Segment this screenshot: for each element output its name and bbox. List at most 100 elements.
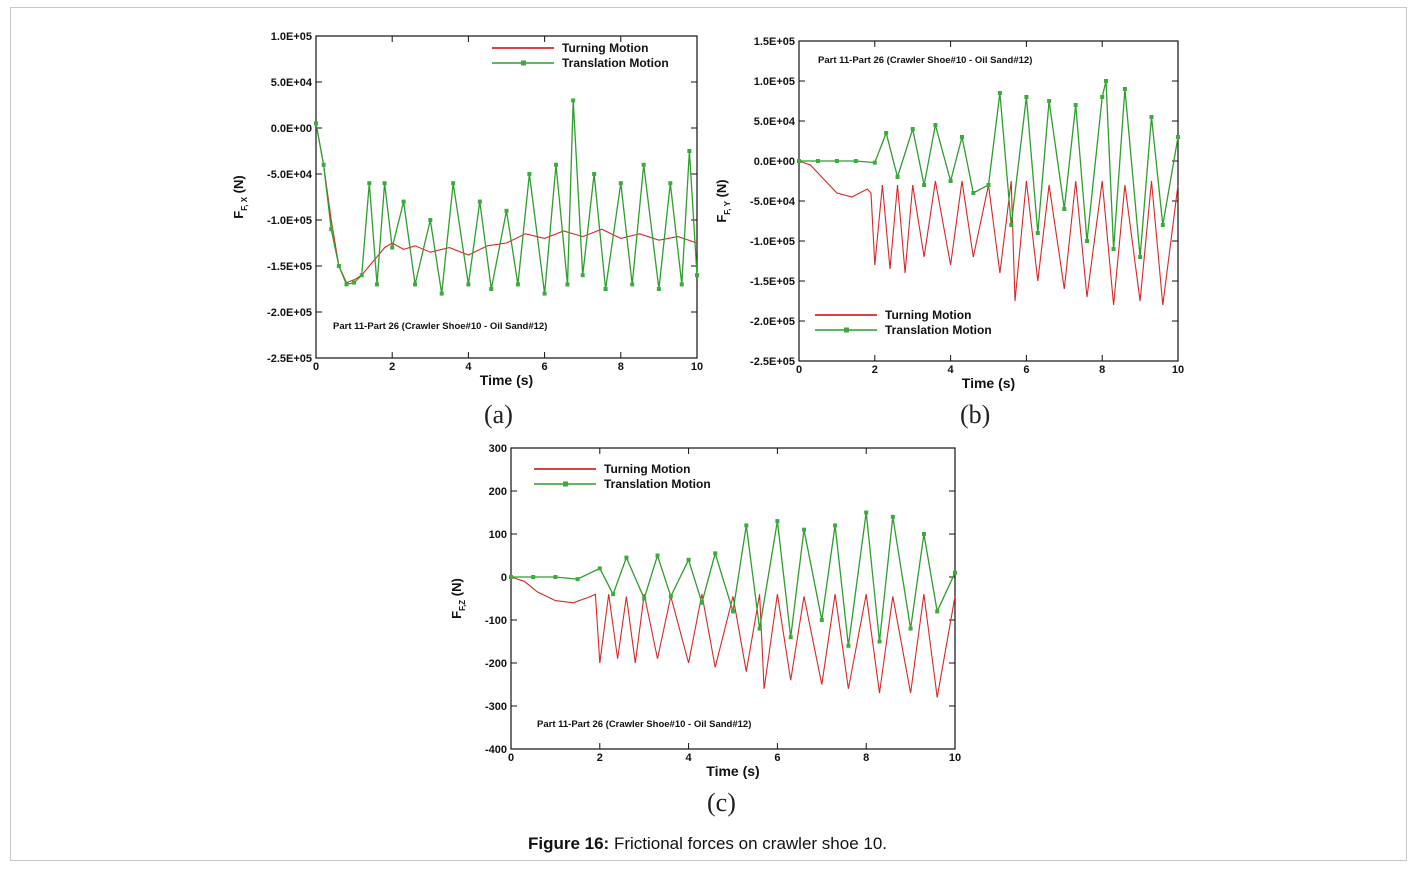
series-point	[509, 575, 513, 579]
y-axis-label: FF, Y (N)	[714, 179, 732, 222]
y-tick-label: 1.0E+05	[754, 76, 795, 88]
series-point	[687, 149, 692, 153]
series-point	[819, 618, 824, 622]
series-line-turning	[798, 160, 1179, 306]
x-tick-label: 0	[508, 752, 514, 764]
series-point	[630, 282, 635, 287]
series-point	[997, 91, 1002, 95]
series-point	[834, 159, 839, 163]
series-point	[1035, 231, 1040, 235]
x-tick-label: 6	[774, 752, 780, 764]
series-point	[986, 183, 991, 187]
series-point	[1024, 95, 1029, 99]
series-point	[618, 181, 623, 186]
series-point	[1047, 99, 1052, 103]
series-point	[321, 162, 326, 167]
series-point	[428, 218, 433, 222]
series-point	[833, 523, 838, 528]
series-point	[668, 594, 673, 599]
y-tick-label: 300	[489, 443, 507, 455]
x-tick-label: 4	[465, 361, 472, 373]
series-point	[933, 123, 938, 127]
series-point	[1149, 115, 1154, 119]
y-axis-label: FF,Z (N)	[449, 578, 467, 619]
x-tick-label: 8	[1099, 364, 1105, 376]
series-point	[668, 181, 673, 186]
y-tick-label: -300	[485, 701, 507, 713]
series-point	[788, 635, 793, 640]
series-point	[846, 643, 851, 648]
plot-annotation: Part 11-Part 26 (Crawler Shoe#10 - Oil S…	[333, 321, 547, 332]
series-point	[695, 273, 699, 278]
series-point	[921, 532, 926, 536]
y-tick-label: -2.0E+05	[750, 316, 795, 328]
x-tick-label: 2	[872, 364, 878, 376]
plot-area-a	[315, 35, 698, 359]
series-point	[314, 121, 318, 126]
series-point	[655, 553, 660, 558]
series-point	[1176, 135, 1180, 139]
series-point	[884, 131, 889, 135]
series-point	[948, 179, 953, 183]
series-point	[580, 273, 585, 278]
series-point	[1122, 87, 1127, 91]
series-point	[359, 273, 364, 278]
panel-label-b: (b)	[960, 400, 991, 429]
y-tick-label: 0.0E+00	[271, 123, 312, 135]
plot-area-b	[798, 40, 1179, 362]
series-point	[872, 160, 877, 165]
series-point	[853, 159, 858, 163]
series-point	[922, 183, 927, 187]
y-tick-label: -1.0E+05	[267, 215, 312, 227]
series-point	[413, 282, 418, 287]
series-point	[686, 557, 691, 562]
y-tick-label: -1.5E+05	[750, 276, 795, 288]
y-axis-label: FF, X (N)	[231, 175, 249, 218]
y-tick-label: 100	[489, 529, 507, 541]
series-point	[1085, 239, 1090, 243]
y-tick-label: -2.0E+05	[267, 307, 312, 319]
series-point	[554, 162, 559, 167]
x-axis-label: Time (s)	[962, 375, 1015, 391]
y-tick-label: -2.5E+05	[750, 356, 795, 368]
series-point	[802, 527, 807, 532]
x-tick-label: 10	[691, 361, 703, 373]
legend-label: Translation Motion	[604, 477, 711, 491]
series-point	[642, 596, 647, 601]
series-point	[477, 199, 482, 204]
series-point	[1160, 223, 1165, 227]
x-tick-label: 6	[542, 361, 548, 373]
x-axis-label: Time (s)	[706, 763, 759, 779]
series-point	[656, 287, 661, 291]
y-tick-label: -100	[485, 615, 507, 627]
series-point	[815, 159, 820, 163]
chart-a: 0 2 4 6 8 10 1.0E+05 5.0E+04 0.0E+00 -5.0E+04 -1.0…	[231, 31, 703, 388]
series-point	[542, 291, 547, 296]
series-point	[731, 609, 735, 614]
y-tick-label: 5.0E+04	[754, 116, 796, 128]
figure-caption: Figure 16: Frictional forces on crawler …	[0, 834, 1415, 854]
series-point	[611, 592, 616, 597]
series-point	[401, 199, 406, 204]
series-point	[864, 510, 869, 515]
legend-marker	[844, 327, 849, 333]
y-tick-label: 200	[489, 486, 507, 498]
series-line-turning	[510, 576, 956, 698]
series-point	[953, 570, 957, 575]
y-tick-label: 5.0E+04	[271, 77, 313, 89]
y-tick-label: 1.0E+05	[271, 31, 312, 43]
series-point	[744, 523, 749, 528]
series-point	[775, 519, 780, 524]
x-tick-label: 2	[597, 752, 603, 764]
panel-label-a: (a)	[484, 400, 513, 429]
series-point	[515, 282, 520, 287]
series-point	[592, 172, 597, 176]
caption-prefix: Figure 16:	[527, 834, 610, 853]
legend-label: Translation Motion	[885, 323, 992, 337]
series-point	[603, 287, 608, 291]
series-point	[713, 551, 718, 556]
series-point	[1103, 79, 1108, 83]
series-point	[757, 626, 762, 631]
series-point	[571, 98, 576, 103]
series-point	[336, 264, 341, 268]
